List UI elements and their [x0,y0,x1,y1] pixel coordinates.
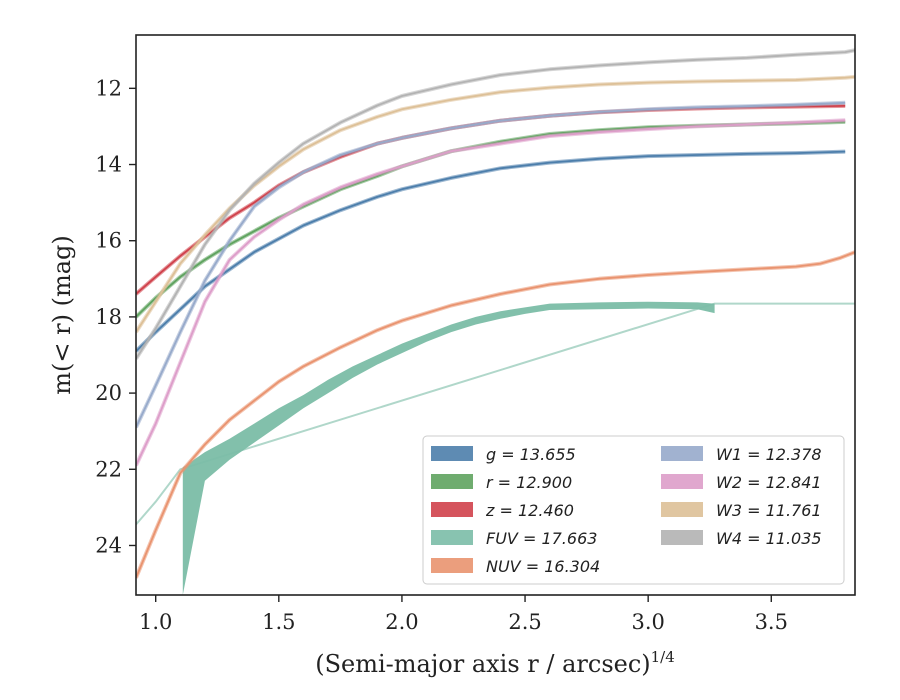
series-0-halo [136,149,846,353]
legend-label-5: W1 = 12.378 [716,445,822,464]
legend-swatch-7 [661,502,703,517]
series-5-halo [136,100,846,429]
legend-swatch-5 [661,446,703,461]
series-6-line [136,119,846,466]
x-axis-label: (Semi-major axis r / arcsec)1/4 [315,648,675,678]
plot-frame [135,34,856,596]
legend-label-0: g = 13.655 [486,445,576,464]
x-tick-label-3: 2.5 [508,610,541,634]
series-1-halo [136,119,846,319]
y-tick-label-0: 12 [95,76,122,100]
legend-swatch-3 [431,530,473,545]
legend-swatch-2 [431,502,473,517]
series-layer [136,48,855,595]
legend-label-6: W2 = 12.841 [716,473,822,492]
series-0-line [136,150,846,352]
legend-swatch-4 [431,558,473,573]
y-tick-label-2: 16 [95,229,122,253]
y-tick-label-5: 22 [95,457,122,481]
y-axis-label: m(< r) (mag) [48,235,76,394]
series-1-line [136,121,846,318]
legend-label-3: FUV = 17.663 [486,529,597,548]
series-2-line [136,105,846,295]
legend-label-2: z = 12.460 [485,501,574,520]
x-tick-label-1: 1.5 [262,610,295,634]
legend-swatch-0 [431,446,473,461]
x-tick-label-2: 2.0 [385,610,418,634]
y-tick-label-4: 20 [95,381,122,405]
x-tick-label-0: 1.0 [139,610,172,634]
series-4-line [136,251,855,579]
legend-swatch-6 [661,474,703,489]
ticks-layer: 1.0 1.5 2.0 2.5 3.0 3.5 12 14 16 18 20 22 24 [95,76,788,634]
legend-box [422,435,845,585]
y-tick-label-3: 18 [95,305,122,329]
legend-label-8: W4 = 11.035 [716,529,822,548]
legend-label-1: r = 12.900 [486,473,572,492]
legend-swatch-8 [661,530,703,545]
legend-swatch-1 [431,474,473,489]
series-3-extension-line [136,302,855,526]
series-7-line [136,76,855,333]
series-8-line [136,49,855,360]
x-tick-label-4: 3.0 [631,610,664,634]
series-5-line [136,101,846,428]
x-tick-label-5: 3.5 [755,610,788,634]
series-2-halo [136,103,846,296]
legend: g = 13.655 r = 12.900 z = 12.460 FUV = 17.6… [422,435,845,585]
y-tick-label-6: 24 [95,533,122,557]
legend-label-4: NUV = 16.304 [486,557,600,576]
y-tick-label-1: 14 [95,153,122,177]
legend-label-7: W3 = 11.761 [716,501,822,520]
